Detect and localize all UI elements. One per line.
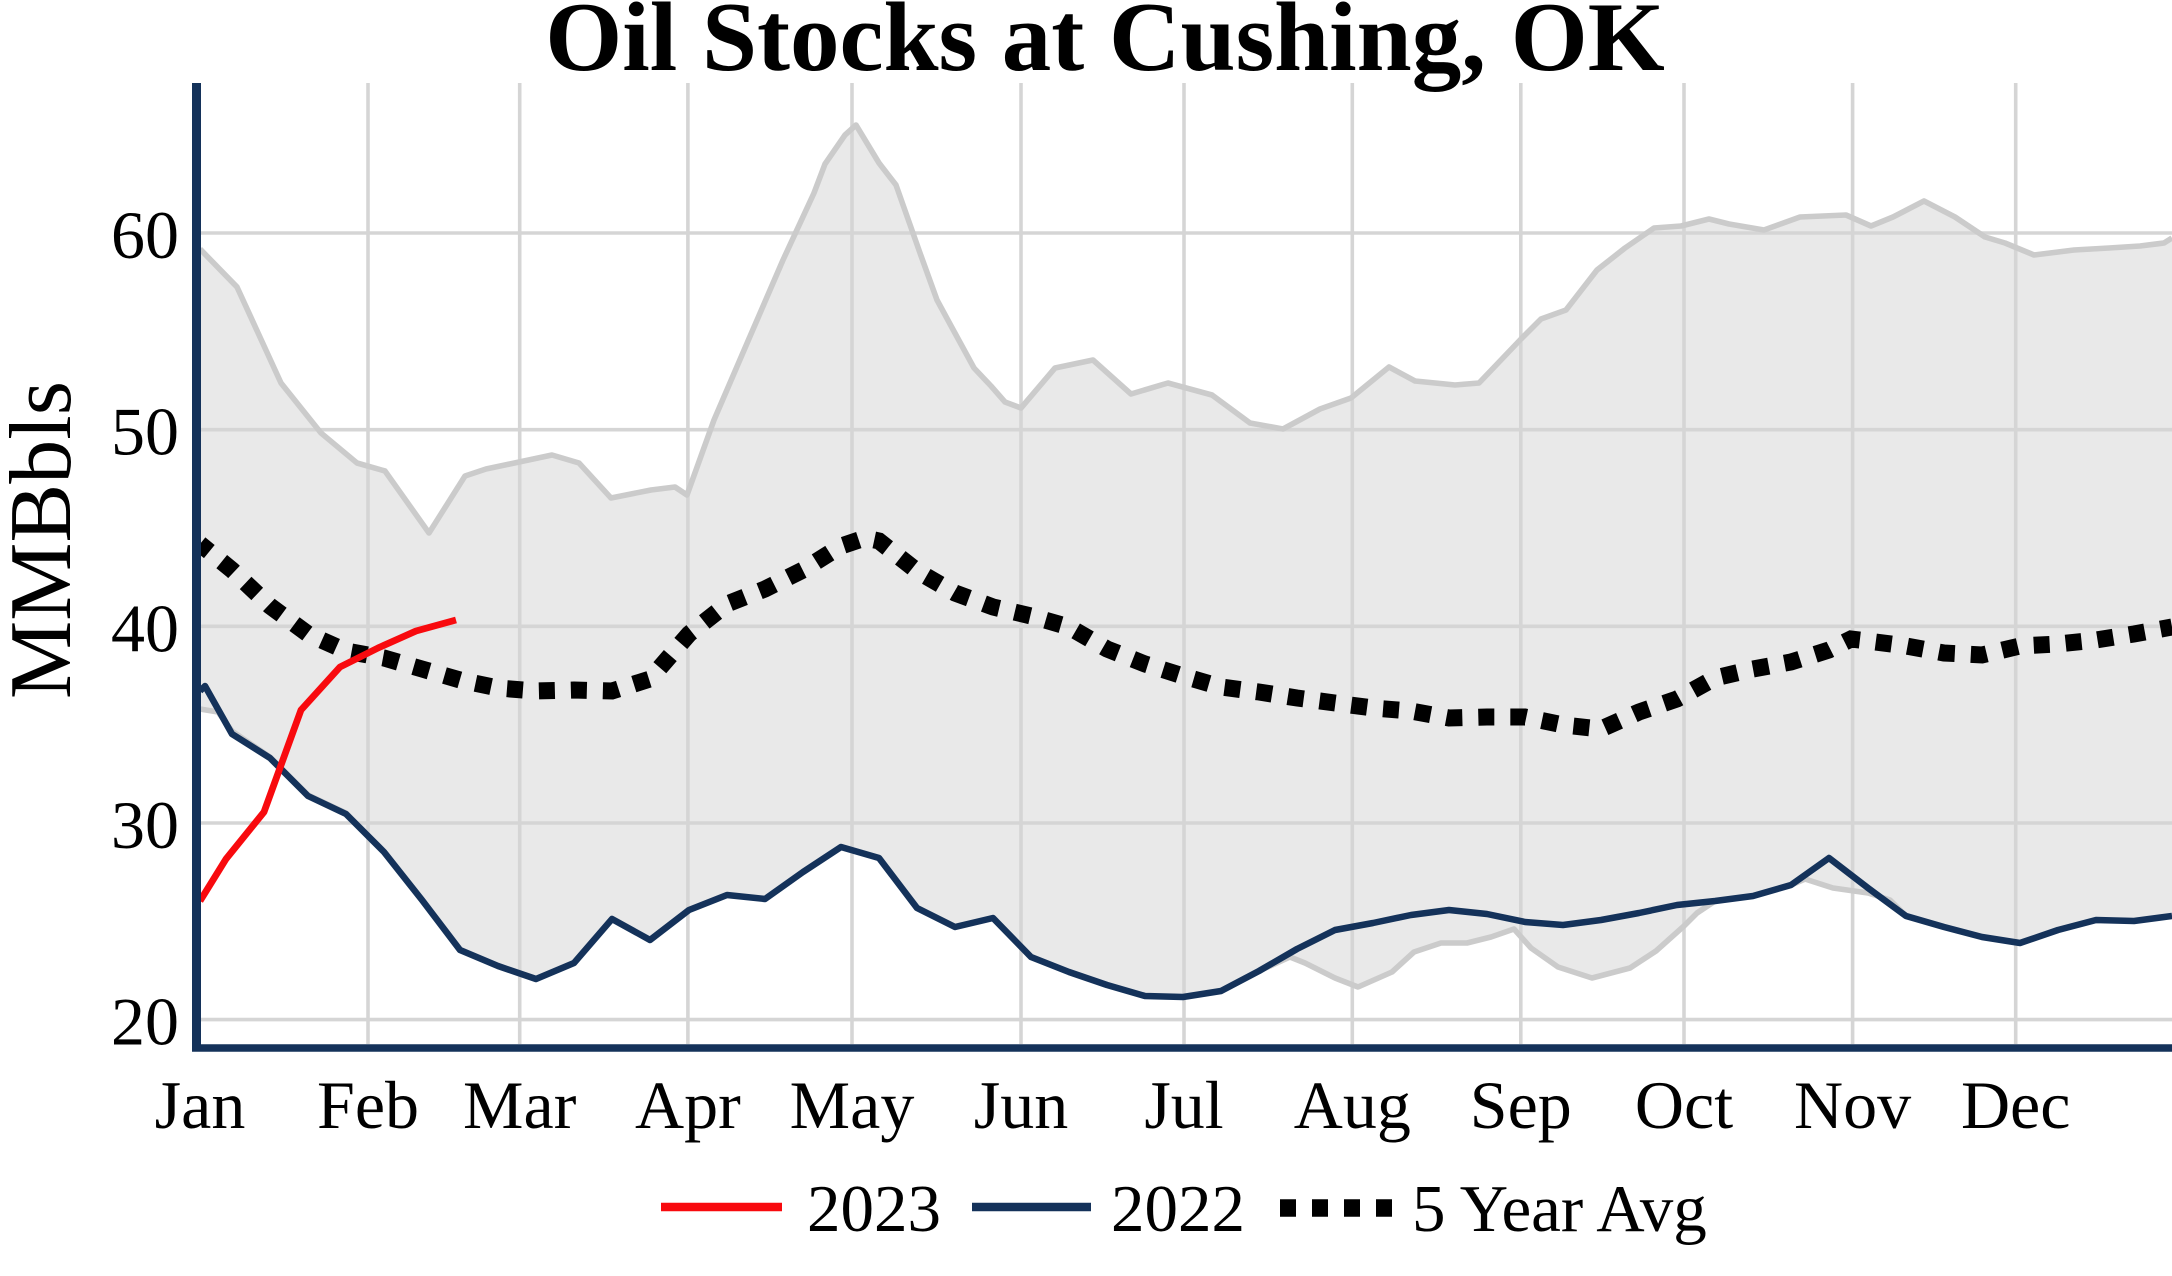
svg-text:Jan: Jan	[155, 1067, 246, 1143]
svg-text:May: May	[790, 1067, 915, 1143]
svg-text:40: 40	[111, 590, 179, 666]
svg-text:Apr: Apr	[635, 1067, 741, 1143]
svg-text:20: 20	[111, 983, 179, 1059]
svg-text:Oct: Oct	[1635, 1067, 1733, 1143]
svg-text:2023: 2023	[807, 1172, 941, 1246]
svg-text:Jul: Jul	[1144, 1067, 1223, 1143]
svg-text:Oil Stocks at Cushing, OK: Oil Stocks at Cushing, OK	[545, 0, 1665, 92]
svg-text:Jun: Jun	[974, 1067, 1068, 1143]
svg-text:30: 30	[111, 787, 179, 863]
svg-text:Dec: Dec	[1961, 1067, 2070, 1143]
svg-text:MMBbls: MMBbls	[0, 381, 90, 699]
svg-text:Nov: Nov	[1794, 1067, 1911, 1143]
svg-text:5 Year Avg: 5 Year Avg	[1412, 1172, 1707, 1246]
svg-text:Mar: Mar	[463, 1067, 577, 1143]
svg-text:Aug: Aug	[1294, 1067, 1411, 1143]
svg-text:Feb: Feb	[317, 1067, 419, 1143]
svg-text:60: 60	[111, 197, 179, 273]
svg-text:Sep: Sep	[1470, 1067, 1572, 1143]
svg-text:2022: 2022	[1111, 1172, 1245, 1246]
svg-text:50: 50	[111, 394, 179, 470]
